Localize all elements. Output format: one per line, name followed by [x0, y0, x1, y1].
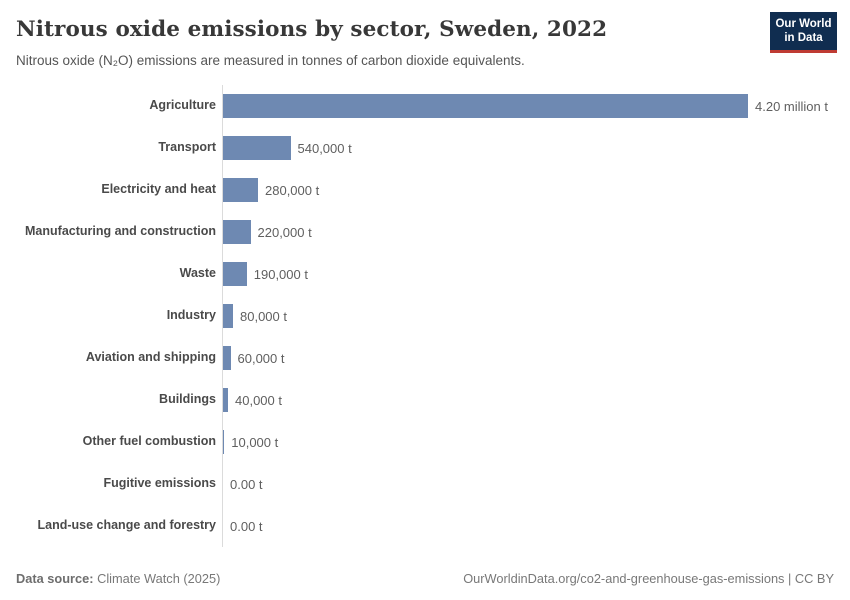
bar[interactable] — [223, 346, 231, 370]
chart-subtitle: Nitrous oxide (N₂O) emissions are measur… — [16, 53, 525, 68]
value-label: 540,000 t — [297, 140, 352, 156]
value-label: 220,000 t — [257, 224, 312, 240]
bar-zone: 40,000 t — [222, 379, 834, 421]
bar-zone: 540,000 t — [222, 127, 834, 169]
bar-zone: 60,000 t — [222, 337, 834, 379]
value-label: 280,000 t — [265, 182, 320, 198]
bar-zone: 80,000 t — [222, 295, 834, 337]
category-label: Waste — [179, 266, 216, 281]
bar[interactable] — [223, 220, 251, 244]
value-label: 0.00 t — [230, 518, 263, 534]
bar-zone: 0.00 t — [222, 505, 834, 547]
bar-zone: 4.20 million t — [222, 85, 834, 127]
credit-link[interactable]: OurWorldinData.org/co2-and-greenhouse-ga… — [463, 571, 834, 586]
bar[interactable] — [223, 178, 258, 202]
page-title: Nitrous oxide emissions by sector, Swede… — [16, 17, 608, 42]
category-label: Manufacturing and construction — [25, 224, 216, 239]
owid-logo[interactable]: Our World in Data — [770, 12, 837, 53]
bar-zone: 10,000 t — [222, 421, 834, 463]
bar-zone: 190,000 t — [222, 253, 834, 295]
category-label: Electricity and heat — [101, 182, 216, 197]
chart-row: Transport 540,000 t — [0, 127, 834, 169]
category-label: Aviation and shipping — [85, 350, 216, 365]
value-label: 80,000 t — [240, 308, 287, 324]
chart-footer: Data source: Climate Watch (2025) OurWor… — [16, 571, 834, 586]
chart-row: Other fuel combustion 10,000 t — [0, 421, 834, 463]
data-source: Data source: Climate Watch (2025) — [16, 571, 220, 586]
value-label: 190,000 t — [253, 266, 308, 282]
category-label: Transport — [158, 140, 216, 155]
bar-chart: Agriculture 4.20 million t Transport 540,00… — [0, 85, 834, 547]
bar[interactable] — [223, 430, 225, 454]
bar[interactable] — [223, 94, 748, 118]
owid-logo-line1: Our World — [775, 17, 832, 30]
chart-row: Industry 80,000 t — [0, 295, 834, 337]
bar[interactable] — [223, 262, 247, 286]
category-label: Fugitive emissions — [103, 476, 216, 491]
chart-row: Manufacturing and construction 220,000 t — [0, 211, 834, 253]
data-source-label: Data source: — [16, 571, 94, 586]
chart-header: Nitrous oxide emissions by sector, Swede… — [0, 0, 850, 85]
bar[interactable] — [223, 388, 228, 412]
chart-row: Agriculture 4.20 million t — [0, 85, 834, 127]
owid-logo-line2: in Data — [784, 32, 823, 44]
value-label: 10,000 t — [231, 434, 279, 450]
value-label: 4.20 million t — [755, 98, 828, 114]
category-label: Buildings — [159, 392, 216, 407]
bar-zone: 220,000 t — [222, 211, 834, 253]
category-label: Land-use change and forestry — [37, 518, 216, 533]
data-source-value: Climate Watch (2025) — [93, 571, 221, 586]
bar[interactable] — [223, 304, 233, 328]
bar[interactable] — [223, 136, 291, 160]
chart-row: Buildings 40,000 t — [0, 379, 834, 421]
chart-row: Aviation and shipping 60,000 t — [0, 337, 834, 379]
value-label: 60,000 t — [237, 350, 285, 366]
category-label: Agriculture — [149, 98, 216, 113]
chart-row: Waste 190,000 t — [0, 253, 834, 295]
value-label: 0.00 t — [230, 476, 263, 492]
value-label: 40,000 t — [235, 392, 282, 408]
chart-row: Electricity and heat 280,000 t — [0, 169, 834, 211]
chart-row: Fugitive emissions 0.00 t — [0, 463, 834, 505]
category-label: Industry — [166, 308, 216, 323]
bar-zone: 0.00 t — [222, 463, 834, 505]
bar-zone: 280,000 t — [222, 169, 834, 211]
category-label: Other fuel combustion — [82, 434, 216, 449]
chart-row: Land-use change and forestry 0.00 t — [0, 505, 834, 547]
